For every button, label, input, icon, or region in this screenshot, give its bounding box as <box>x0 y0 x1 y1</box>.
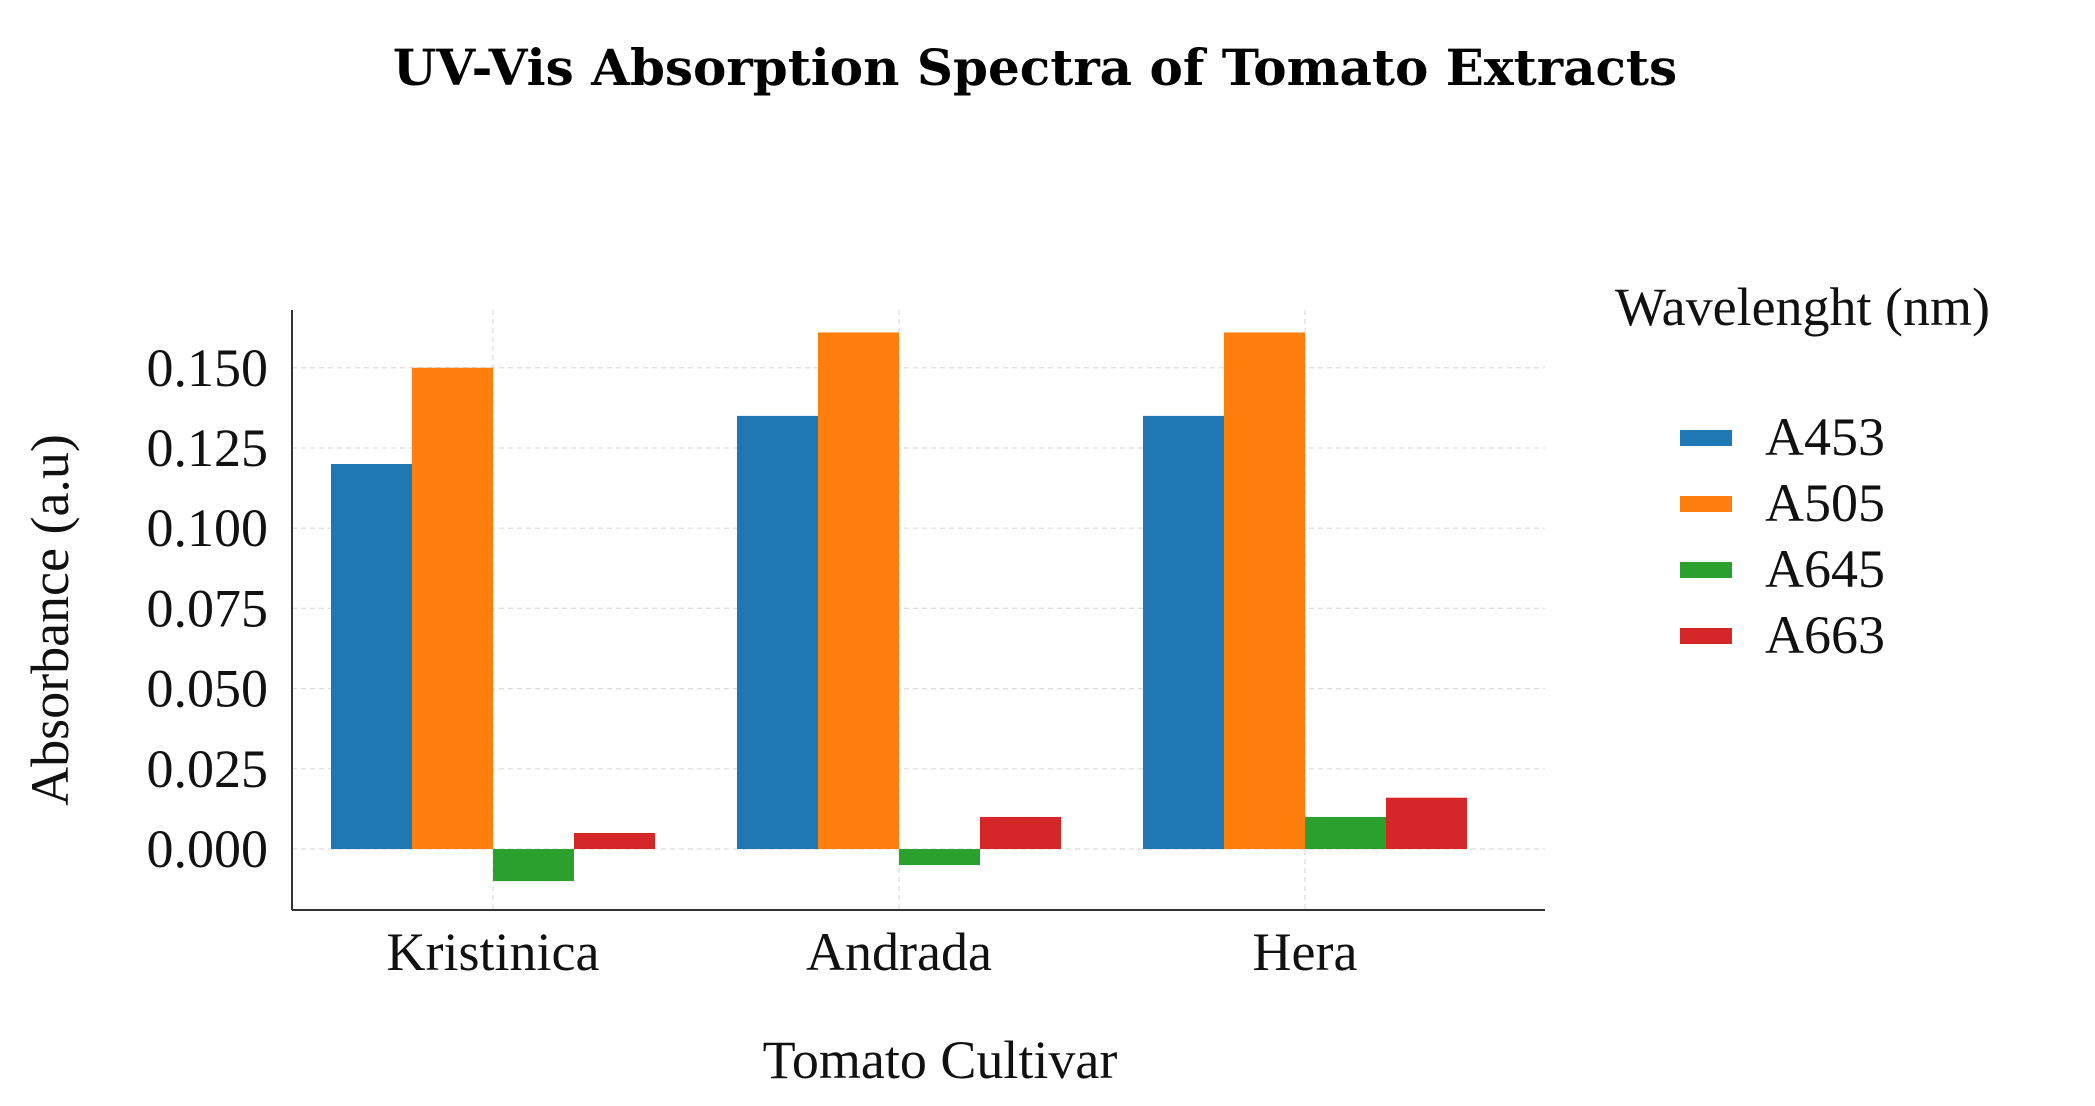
bar-a663-andrada <box>980 816 1061 850</box>
legend-title: Wavelenght (nm) <box>1615 277 1990 337</box>
legend-label-a645: A645 <box>1765 539 1885 599</box>
y-tick-label: 0.025 <box>147 739 269 799</box>
y-axis-title: Absorbance (a.u) <box>20 434 80 806</box>
bar-a505-kristinica <box>412 367 493 850</box>
legend-swatch-a453 <box>1680 430 1732 446</box>
x-tick-label: Kristinica <box>387 922 600 982</box>
y-tick-label: 0.125 <box>147 418 269 478</box>
x-tick-label: Andrada <box>806 922 992 982</box>
x-axis-title: Tomato Cultivar <box>763 1030 1118 1090</box>
bar-a663-kristinica <box>574 832 655 850</box>
bar-a645-hera <box>1305 816 1386 850</box>
chart-title: UV-Vis Absorption Spectra of Tomato Extr… <box>393 38 1677 97</box>
bar-a645-andrada <box>899 849 980 866</box>
bars <box>331 332 1467 882</box>
bar-a505-andrada <box>818 332 899 850</box>
bar-a505-hera <box>1224 332 1305 850</box>
x-tick-label: Hera <box>1253 922 1358 982</box>
y-tick-label: 0.150 <box>147 338 269 398</box>
bar-a453-andrada <box>737 415 818 850</box>
legend-label-a663: A663 <box>1765 605 1885 665</box>
bar-a663-hera <box>1386 797 1467 850</box>
y-tick-labels: 0.000 0.025 0.050 0.075 0.100 0.125 0.150 <box>147 338 269 879</box>
y-tick-label: 0.050 <box>147 659 269 719</box>
bar-a453-hera <box>1143 415 1224 850</box>
legend-label-a453: A453 <box>1765 407 1885 467</box>
y-tick-label: 0.100 <box>147 498 269 558</box>
legend-label-a505: A505 <box>1765 473 1885 533</box>
x-tick-labels: Kristinica Andrada Hera <box>387 922 1358 982</box>
legend-swatch-a505 <box>1680 496 1732 512</box>
legend-swatch-a645 <box>1680 562 1732 578</box>
bar-a645-kristinica <box>493 849 574 882</box>
bar-a453-kristinica <box>331 464 412 850</box>
y-tick-label: 0.000 <box>147 819 269 879</box>
legend-swatch-a663 <box>1680 628 1732 644</box>
y-tick-label: 0.075 <box>147 578 269 638</box>
